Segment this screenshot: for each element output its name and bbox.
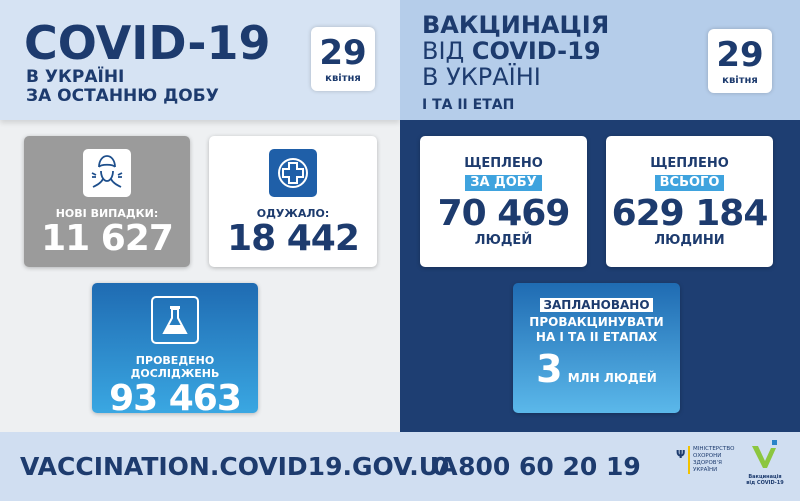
recovered-value: 18 442	[227, 218, 360, 259]
vaccination-url-link[interactable]: VACCINATION.COVID19.GOV.UA	[20, 452, 458, 481]
recovered-card: ОДУЖАЛО: 18 442	[209, 136, 377, 267]
new-cases-value: 11 627	[41, 218, 174, 259]
subtitle-ukraine: В УКРАЇНІ	[26, 67, 125, 87]
sneezing-person-icon	[83, 149, 131, 197]
hotline-phone[interactable]: 0 800 60 20 19	[432, 452, 641, 481]
date-badge: 29 квітня	[311, 27, 375, 91]
vaccinated-total-card: ЩЕПЛЕНО ВСЬОГО 629 184 ЛЮДИНИ	[606, 136, 773, 267]
stage-label: І ТА ІІ ЕТАП	[422, 97, 515, 113]
in-ukraine: В УКРАЇНІ	[422, 63, 541, 91]
v-logo-icon	[752, 440, 777, 468]
people-unit: ЛЮДЕЙ	[474, 233, 533, 248]
new-cases-label: НОВІ ВИПАДКИ:	[55, 207, 159, 220]
people-unit: ЛЮДИНИ	[654, 233, 725, 248]
vaccinated-daily-card: ЩЕПЛЕНО ЗА ДОБУ 70 469 ЛЮДЕЙ	[420, 136, 587, 267]
total-highlight: ВСЬОГО	[654, 175, 725, 191]
medical-cross-icon	[269, 149, 317, 197]
covid-text: COVID-19	[471, 37, 601, 65]
ministry-line: МІНІСТЕРСТВО	[693, 446, 735, 452]
lab-flask-icon	[151, 296, 199, 344]
recovered-label: ОДУЖАЛО:	[256, 207, 330, 220]
daily-highlight: ЗА ДОБУ	[465, 175, 542, 191]
vaccination-logo-text: Вакцинація від COVID-19	[746, 474, 784, 486]
planned-unit: МЛН ЛЮДЕЙ	[567, 371, 657, 385]
date-day: 29	[716, 35, 764, 75]
ministry-line: ОХОРОНИ	[693, 453, 722, 459]
planned-highlight: ЗАПЛАНОВАНО	[540, 298, 653, 312]
subtitle-last-day: ЗА ОСТАННЮ ДОБУ	[26, 86, 219, 106]
vaccinated-daily-value: 70 469	[437, 193, 571, 234]
planned-line2: НА І ТА ІІ ЕТАПАХ	[535, 330, 658, 344]
vaccinated-total-value: 629 184	[611, 193, 769, 234]
date-badge-vaccination: 29 квітня	[708, 29, 772, 93]
page-title: COVID-19	[24, 16, 271, 70]
from-text: ВІД	[422, 37, 472, 65]
ukraine-trident-icon: Ψ	[676, 448, 686, 461]
vaccination-logo: Вакцинація від COVID-19	[745, 440, 785, 486]
date-day: 29	[319, 33, 367, 73]
tests-value: 93 463	[109, 378, 242, 419]
new-cases-card: НОВІ ВИПАДКИ: 11 627	[24, 136, 190, 267]
planned-card: ЗАПЛАНОВАНО ПРОВАКЦИНУВАТИ НА І ТА ІІ ЕТ…	[513, 283, 680, 413]
tests-card: ПРОВЕДЕНО ДОСЛІДЖЕНЬ 93 463	[92, 283, 258, 418]
ministry-logo: МІНІСТЕРСТВО ОХОРОНИ ЗДОРОВ'Я УКРАЇНИ	[688, 446, 734, 474]
date-month: квітня	[325, 73, 361, 84]
planned-line1: ПРОВАКЦИНУВАТИ	[529, 315, 664, 329]
planned-value: 3	[536, 347, 563, 391]
tests-label: ПРОВЕДЕНО ДОСЛІДЖЕНЬ	[130, 354, 220, 380]
vaccination-title: ВАКЦИНАЦІЯ	[422, 11, 610, 39]
vaccinated-label: ЩЕПЛЕНО	[464, 156, 543, 171]
footer	[0, 432, 800, 501]
date-month: квітня	[722, 75, 758, 86]
ministry-line: УКРАЇНИ	[693, 467, 718, 473]
ministry-line: ЗДОРОВ'Я	[693, 460, 722, 466]
vaccination-subtitle: ВІД COVID-19	[422, 38, 601, 64]
vaccinated-label: ЩЕПЛЕНО	[650, 156, 729, 171]
